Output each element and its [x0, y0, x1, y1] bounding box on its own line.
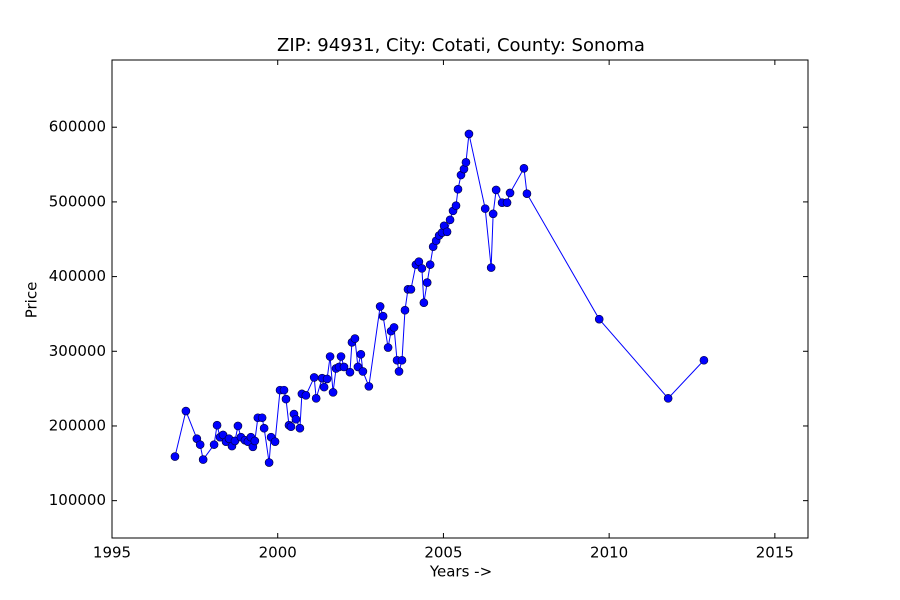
marker — [328, 388, 338, 397]
marker — [279, 385, 289, 395]
x-axis-label: Years -> — [429, 563, 492, 581]
x-tick-label: 2005 — [424, 544, 462, 562]
marker — [417, 264, 427, 273]
marker — [699, 355, 709, 365]
x-tick-label: 2015 — [756, 544, 794, 562]
chart-title: ZIP: 94931, City: Cotati, County: Sonoma — [277, 35, 645, 56]
marker — [461, 158, 471, 167]
marker — [480, 204, 490, 213]
marker — [170, 452, 180, 461]
marker — [264, 458, 274, 467]
marker — [522, 189, 532, 198]
marker — [451, 201, 461, 210]
x-tick-label: 1995 — [93, 544, 131, 562]
marker — [345, 367, 355, 377]
marker — [389, 323, 399, 332]
marker — [257, 413, 267, 423]
marker — [445, 215, 455, 225]
marker — [663, 394, 673, 403]
marker — [453, 184, 463, 194]
y-tick-label: 100000 — [49, 491, 106, 509]
marker — [350, 334, 360, 343]
marker — [286, 422, 296, 432]
marker — [442, 227, 452, 237]
y-tick-label: 600000 — [49, 118, 106, 136]
line — [174, 133, 705, 463]
marker — [400, 305, 410, 315]
marker — [309, 373, 319, 382]
marker — [502, 198, 512, 207]
marker — [212, 420, 222, 430]
marker — [322, 374, 332, 384]
y-tick-label: 300000 — [49, 342, 106, 360]
marker — [270, 437, 280, 446]
marker — [311, 394, 321, 403]
marker — [336, 352, 346, 361]
marker — [233, 421, 243, 431]
marker — [594, 314, 604, 324]
marker — [259, 423, 269, 433]
marker — [209, 440, 219, 449]
marker — [181, 406, 191, 416]
marker — [364, 382, 374, 391]
x-tick-label: 2010 — [590, 544, 628, 562]
y-tick-label: 200000 — [49, 416, 106, 434]
marker — [319, 382, 329, 392]
marker — [486, 263, 496, 272]
marker — [325, 352, 335, 361]
marker — [291, 414, 301, 424]
marker — [406, 284, 416, 294]
y-tick-label: 500000 — [49, 192, 106, 210]
marker — [295, 423, 305, 433]
marker — [488, 209, 498, 219]
marker — [339, 362, 349, 372]
marker — [464, 129, 474, 139]
marker — [425, 260, 435, 269]
marker — [394, 367, 404, 376]
marker — [358, 367, 368, 376]
marker — [422, 278, 432, 287]
marker — [519, 163, 529, 173]
marker — [198, 455, 208, 464]
marker — [378, 311, 388, 321]
marker — [375, 302, 385, 311]
marker — [505, 188, 515, 198]
marker — [195, 440, 205, 449]
x-tick-label: 2000 — [259, 544, 297, 562]
marker — [419, 298, 429, 308]
marker — [250, 436, 260, 446]
plot-frame — [111, 59, 809, 539]
marker — [397, 355, 407, 365]
marker — [356, 349, 366, 359]
marker — [491, 185, 501, 195]
y-axis-label: Price — [23, 282, 41, 319]
marker — [281, 394, 291, 404]
marker — [383, 343, 393, 352]
y-tick-label: 400000 — [49, 267, 106, 285]
marker — [301, 391, 311, 400]
